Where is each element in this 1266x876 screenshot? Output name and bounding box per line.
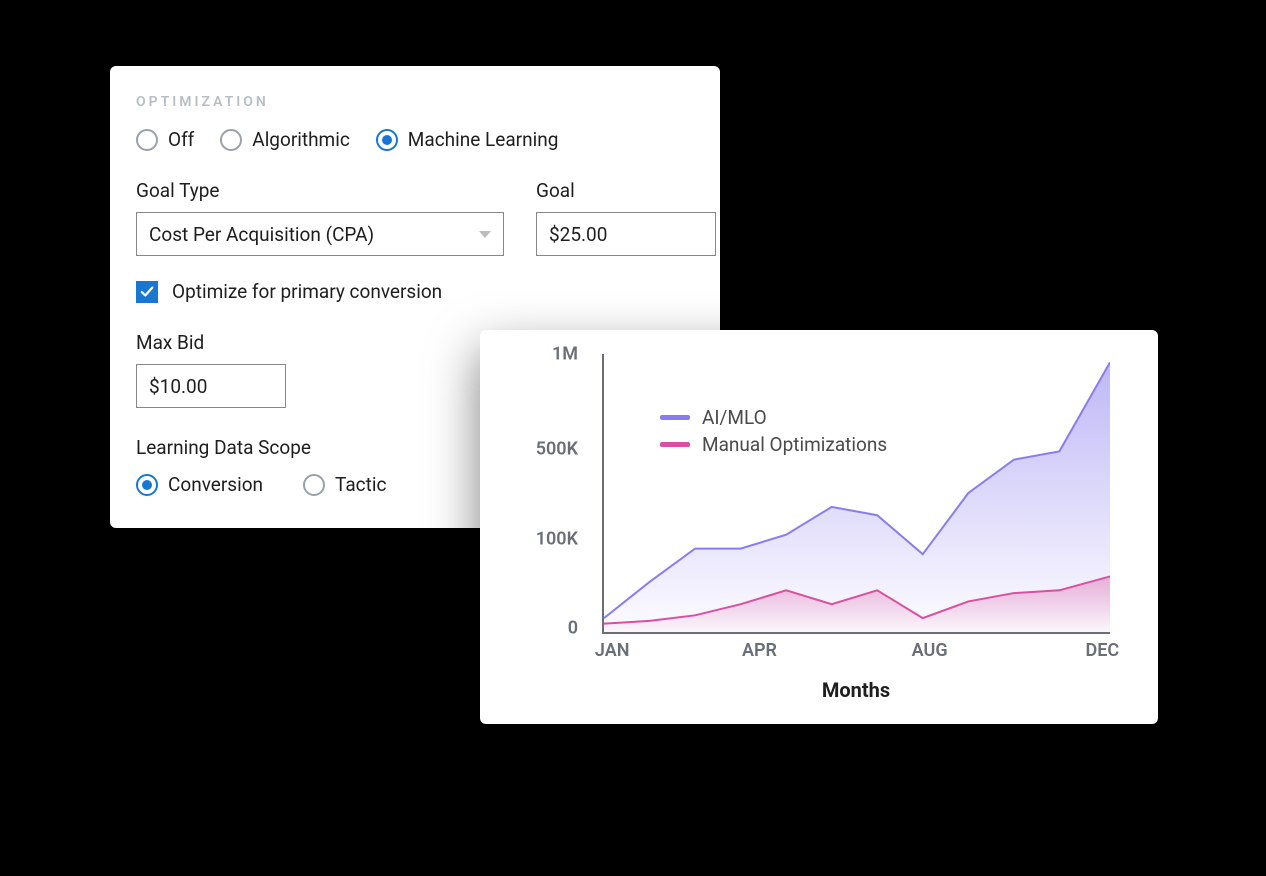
goal-input[interactable]: $25.00 (536, 212, 716, 256)
y-tick-label: 500K (536, 439, 578, 460)
x-tick-label: AUG (912, 640, 948, 661)
chart-plot (602, 354, 1110, 634)
radio-item-off[interactable]: Off (136, 128, 194, 151)
optimize-primary-label: Optimize for primary conversion (172, 280, 442, 303)
radio-algorithmic[interactable] (220, 129, 242, 151)
radio-item-conversion[interactable]: Conversion (136, 473, 263, 496)
chart-wrap: 1M500K100K0 AI/MLOManual Optimizations J… (516, 348, 1122, 704)
legend-label: AI/MLO (702, 406, 767, 429)
y-tick-label: 100K (536, 528, 578, 549)
chart-legend: AI/MLO Manual Optimizations (660, 406, 887, 456)
goal-type-label: Goal Type (136, 179, 504, 202)
goal-row: Goal Type Cost Per Acquisition (CPA) Goa… (136, 179, 694, 256)
max-bid-value: $10.00 (149, 375, 207, 398)
goal-group: Goal $25.00 (536, 179, 716, 256)
radio-off[interactable] (136, 129, 158, 151)
section-title: OPTIMIZATION (136, 94, 694, 110)
performance-chart-card: 1M 500K 100K 0 AI/MLO Manual Optimizations J… (480, 330, 1158, 724)
chart-svg (604, 354, 1110, 632)
y-tick-label: 0 (568, 618, 578, 639)
radio-algorithmic-label: Algorithmic (252, 128, 350, 151)
check-icon (140, 285, 154, 299)
radio-item-algorithmic[interactable]: Algorithmic (220, 128, 350, 151)
radio-item-tactic[interactable]: Tactic (303, 473, 386, 496)
goal-type-group: Goal Type Cost Per Acquisition (CPA) (136, 179, 504, 256)
radio-off-label: Off (168, 128, 194, 151)
radio-ml[interactable] (376, 129, 398, 151)
optimize-primary-row[interactable]: Optimize for primary conversion (136, 280, 694, 303)
y-axis: 1M500K100K0 (516, 348, 588, 636)
x-tick-label: DEC (1086, 640, 1120, 661)
radio-tactic-label: Tactic (335, 473, 386, 496)
max-bid-input[interactable]: $10.00 (136, 364, 286, 408)
chevron-down-icon (479, 231, 491, 238)
legend-item: Manual Optimizations (660, 433, 887, 456)
x-tick-label: JAN (595, 640, 630, 661)
radio-item-ml[interactable]: Machine Learning (376, 128, 559, 151)
legend-item: AI/MLO (660, 406, 887, 429)
legend-label: Manual Optimizations (702, 433, 887, 456)
legend-swatch (660, 442, 690, 447)
optimization-mode-radios: Off Algorithmic Machine Learning (136, 128, 694, 151)
legend-swatch (660, 415, 690, 420)
goal-label: Goal (536, 179, 716, 202)
radio-conversion-label: Conversion (168, 473, 263, 496)
goal-type-value: Cost Per Acquisition (CPA) (149, 223, 374, 246)
goal-type-select[interactable]: Cost Per Acquisition (CPA) (136, 212, 504, 256)
x-tick-label: APR (742, 640, 777, 661)
radio-tactic[interactable] (303, 474, 325, 496)
y-tick-label: 1M (552, 344, 578, 365)
radio-conversion[interactable] (136, 474, 158, 496)
goal-value: $25.00 (549, 223, 607, 246)
optimize-primary-checkbox[interactable] (136, 281, 158, 303)
x-axis-title: Months (602, 678, 1110, 702)
radio-ml-label: Machine Learning (408, 128, 559, 151)
x-axis-labels: JANAPRAUGDEC (602, 640, 1110, 664)
